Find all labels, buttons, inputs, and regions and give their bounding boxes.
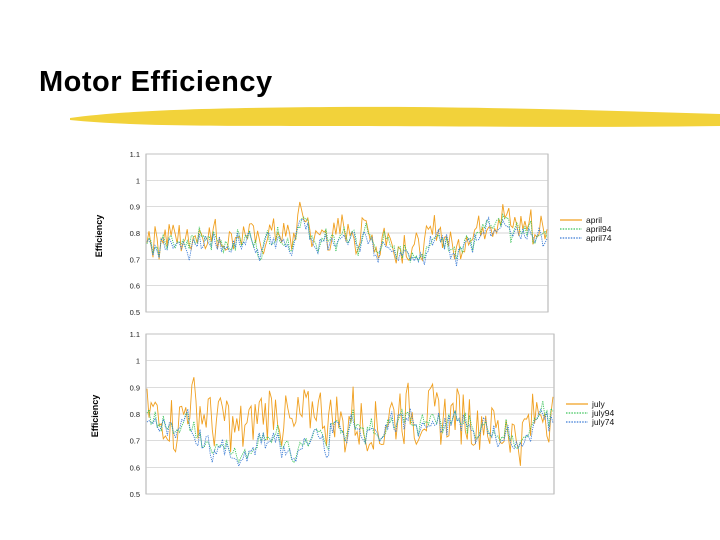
- y-tick-label: 1: [136, 357, 140, 366]
- y-tick-label: 0.7: [130, 255, 140, 264]
- y-tick-label: 0.5: [130, 308, 140, 317]
- july-chart: 1.1 1 0.9 0.8 0.7 0.6 0.5 Efficiency julyjuly9…: [90, 330, 644, 499]
- y-tick-label: 1: [136, 176, 140, 185]
- series-line-april74: [146, 216, 548, 267]
- legend-label-april: april: [586, 215, 602, 225]
- series-line-april94: [146, 213, 548, 263]
- legend-label-april94: april94: [586, 224, 612, 234]
- july-y-axis-label: Efficiency: [90, 395, 100, 438]
- legend-box: [556, 212, 638, 244]
- y-tick-label: 0.6: [130, 463, 140, 472]
- efficiency-charts: 1.110.90.80.70.60.5 Efficiency aprilapri…: [90, 150, 644, 499]
- slide-title: Motor Efficiency: [39, 66, 273, 98]
- y-tick-label: 0.9: [130, 383, 140, 392]
- series-line-july94: [146, 400, 554, 464]
- y-tick-label: 1.1: [130, 150, 140, 159]
- title-underline: [70, 106, 720, 127]
- y-tick-label: 0.9: [130, 203, 140, 212]
- y-tick-label: 0.5: [130, 490, 140, 499]
- y-tick-label: 0.7: [130, 437, 140, 446]
- series-line-july74: [146, 408, 554, 468]
- underline-brush-stroke: [70, 106, 720, 127]
- april-y-axis-label: Efficiency: [94, 215, 104, 258]
- y-tick-label: 1.1: [130, 330, 140, 339]
- y-tick-label: 0.8: [130, 229, 140, 238]
- legend-label-july94: july94: [591, 408, 614, 418]
- legend-label-april74: april74: [586, 233, 612, 243]
- legend-box: [562, 396, 644, 428]
- legend-label-july74: july74: [591, 417, 614, 427]
- y-tick-label: 0.8: [130, 410, 140, 419]
- legend-label-july: july: [591, 399, 606, 409]
- april-chart: 1.110.90.80.70.60.5 Efficiency aprilapri…: [94, 150, 638, 317]
- y-tick-label: 0.6: [130, 282, 140, 291]
